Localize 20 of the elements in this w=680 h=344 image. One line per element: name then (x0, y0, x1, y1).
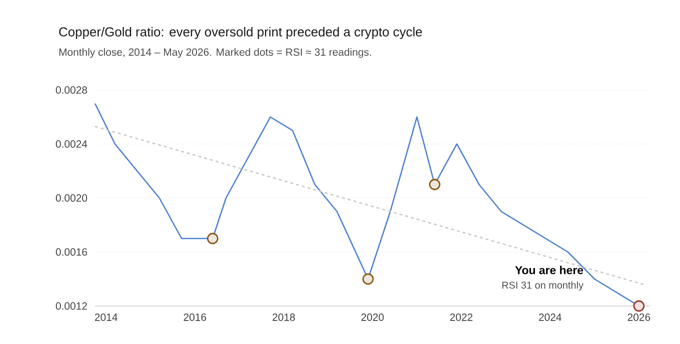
x-tick-label: 2024 (539, 314, 562, 321)
chart-subtitle: Monthly close, 2014 – May 2026. Marked dots = RSI ≈ 31 readings. (59, 48, 371, 58)
chart-title: Copper/Gold ratio: every oversold print preceded a crypto cycle (59, 26, 422, 40)
y-tick-label: 0.0016 (56, 248, 88, 256)
annotation: You are here (515, 266, 584, 274)
point (362, 273, 374, 285)
y-tick-label: 0.0020 (56, 194, 88, 202)
y-tick-label: 0.0012 (56, 302, 87, 310)
x-tick-label: 2026 (628, 314, 650, 321)
y-tick-label: 0.0024 (56, 140, 88, 148)
x-tick-label: 2020 (361, 314, 384, 321)
x-tick-label: 2014 (95, 314, 118, 321)
annotation: RSI 31 on monthly (502, 281, 584, 291)
x-tick-label: 2018 (272, 314, 295, 321)
point (633, 300, 645, 312)
x-tick-label: 2016 (184, 314, 206, 321)
x-tick-label: 2022 (450, 314, 472, 321)
point (206, 232, 218, 244)
point (428, 178, 440, 190)
y-tick-label: 0.0028 (56, 86, 88, 94)
